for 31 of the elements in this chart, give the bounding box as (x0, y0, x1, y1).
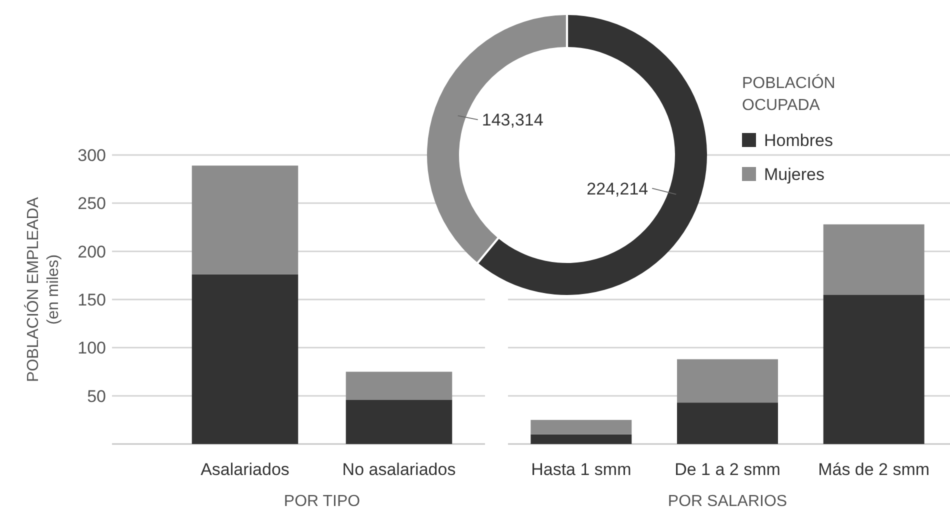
y-tick-label: 100 (78, 338, 106, 358)
bar (192, 274, 298, 444)
x-axis-title: POR SALARIOS (668, 493, 788, 510)
y-tick-label: 300 (78, 146, 106, 165)
bar (677, 359, 778, 403)
x-tick-label: Más de 2 smm (818, 460, 930, 479)
y-tick-label: 150 (78, 290, 106, 310)
y-axis-title: POBLACIÓN EMPLEADA (en miles) (24, 196, 62, 382)
bar (677, 402, 778, 444)
y-tick-label: 50 (87, 386, 106, 406)
x-tick-label: Hasta 1 smm (531, 460, 632, 479)
legend-title: POBLACIÓN OCUPADA (742, 74, 836, 114)
bar (530, 434, 632, 444)
legend-label: Mujeres (764, 164, 824, 184)
donut-slice (478, 15, 707, 295)
x-tick-label: Asalariados (200, 460, 290, 479)
data-label: 143,314 (482, 110, 544, 130)
bar (530, 420, 632, 434)
y-tick-label: 250 (78, 194, 106, 214)
bar (346, 372, 452, 400)
legend-label: Hombres (764, 130, 833, 150)
bar (346, 400, 452, 444)
y-tick-label: 200 (78, 242, 106, 262)
x-tick-label: De 1 a 2 smm (674, 460, 780, 479)
bar (823, 224, 924, 295)
x-tick-label: No asalariados (342, 460, 456, 479)
bar (192, 166, 298, 274)
data-label: 224,214 (586, 179, 648, 198)
bar (823, 294, 924, 444)
x-axis-title: POR TIPO (284, 493, 360, 510)
donut-slice (427, 15, 566, 262)
